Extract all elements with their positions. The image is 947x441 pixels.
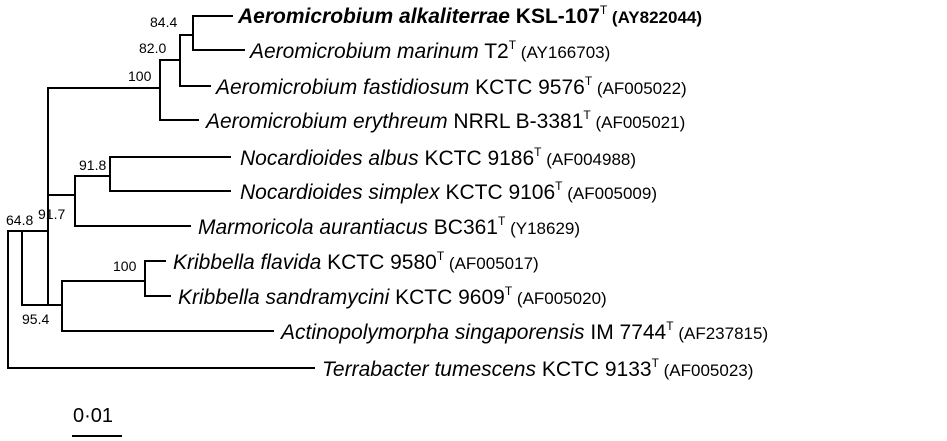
bootstrap-n2: 82.0 [139, 40, 166, 56]
taxon-label: Kribbella sandramycini KCTC 9609T (AF005… [178, 284, 607, 309]
bootstrap-n1: 84.4 [150, 14, 177, 30]
taxon-labels: Aeromicrobium alkaliterrae KSL-107T (AY8… [173, 3, 768, 381]
scale-bar-label: 0·01 [73, 405, 113, 427]
bootstrap-n7: 64.8 [6, 212, 33, 228]
bootstrap-values: 84.4 82.0 100 91.8 91.7 64.8 100 95.4 [6, 14, 177, 327]
taxon-label: Aeromicrobium fastidiosum KCTC 9576T (AF… [214, 74, 687, 99]
bootstrap-n8: 100 [113, 258, 137, 274]
bootstrap-n9: 95.4 [22, 311, 49, 327]
taxon-label: Terrabacter tumescens KCTC 9133T (AF0050… [322, 356, 753, 381]
taxon-label: Aeromicrobium alkaliterrae KSL-107T (AY8… [237, 3, 702, 28]
taxon-label: Aeromicrobium erythreum NRRL B-3381T (AF… [204, 108, 685, 133]
bootstrap-n3: 100 [128, 68, 152, 84]
taxon-label: Kribbella flavida KCTC 9580T (AF005017) [173, 249, 539, 274]
bootstrap-n6: 91.7 [38, 206, 65, 222]
taxon-label: Nocardioides simplex KCTC 9106T (AF00500… [240, 179, 657, 204]
taxon-label: Marmoricola aurantiacus BC361T (Y18629) [198, 214, 580, 239]
taxon-label: Actinopolymorpha singaporensis IM 7744T … [279, 319, 768, 344]
bootstrap-n5: 91.8 [79, 157, 106, 173]
tree-branches [7, 15, 315, 369]
scale-bar: 0·01 [72, 405, 122, 437]
taxon-label: Aeromicrobium marinum T2T (AY166703) [248, 38, 610, 63]
taxon-label: Nocardioides albus KCTC 9186T (AF004988) [240, 145, 636, 170]
